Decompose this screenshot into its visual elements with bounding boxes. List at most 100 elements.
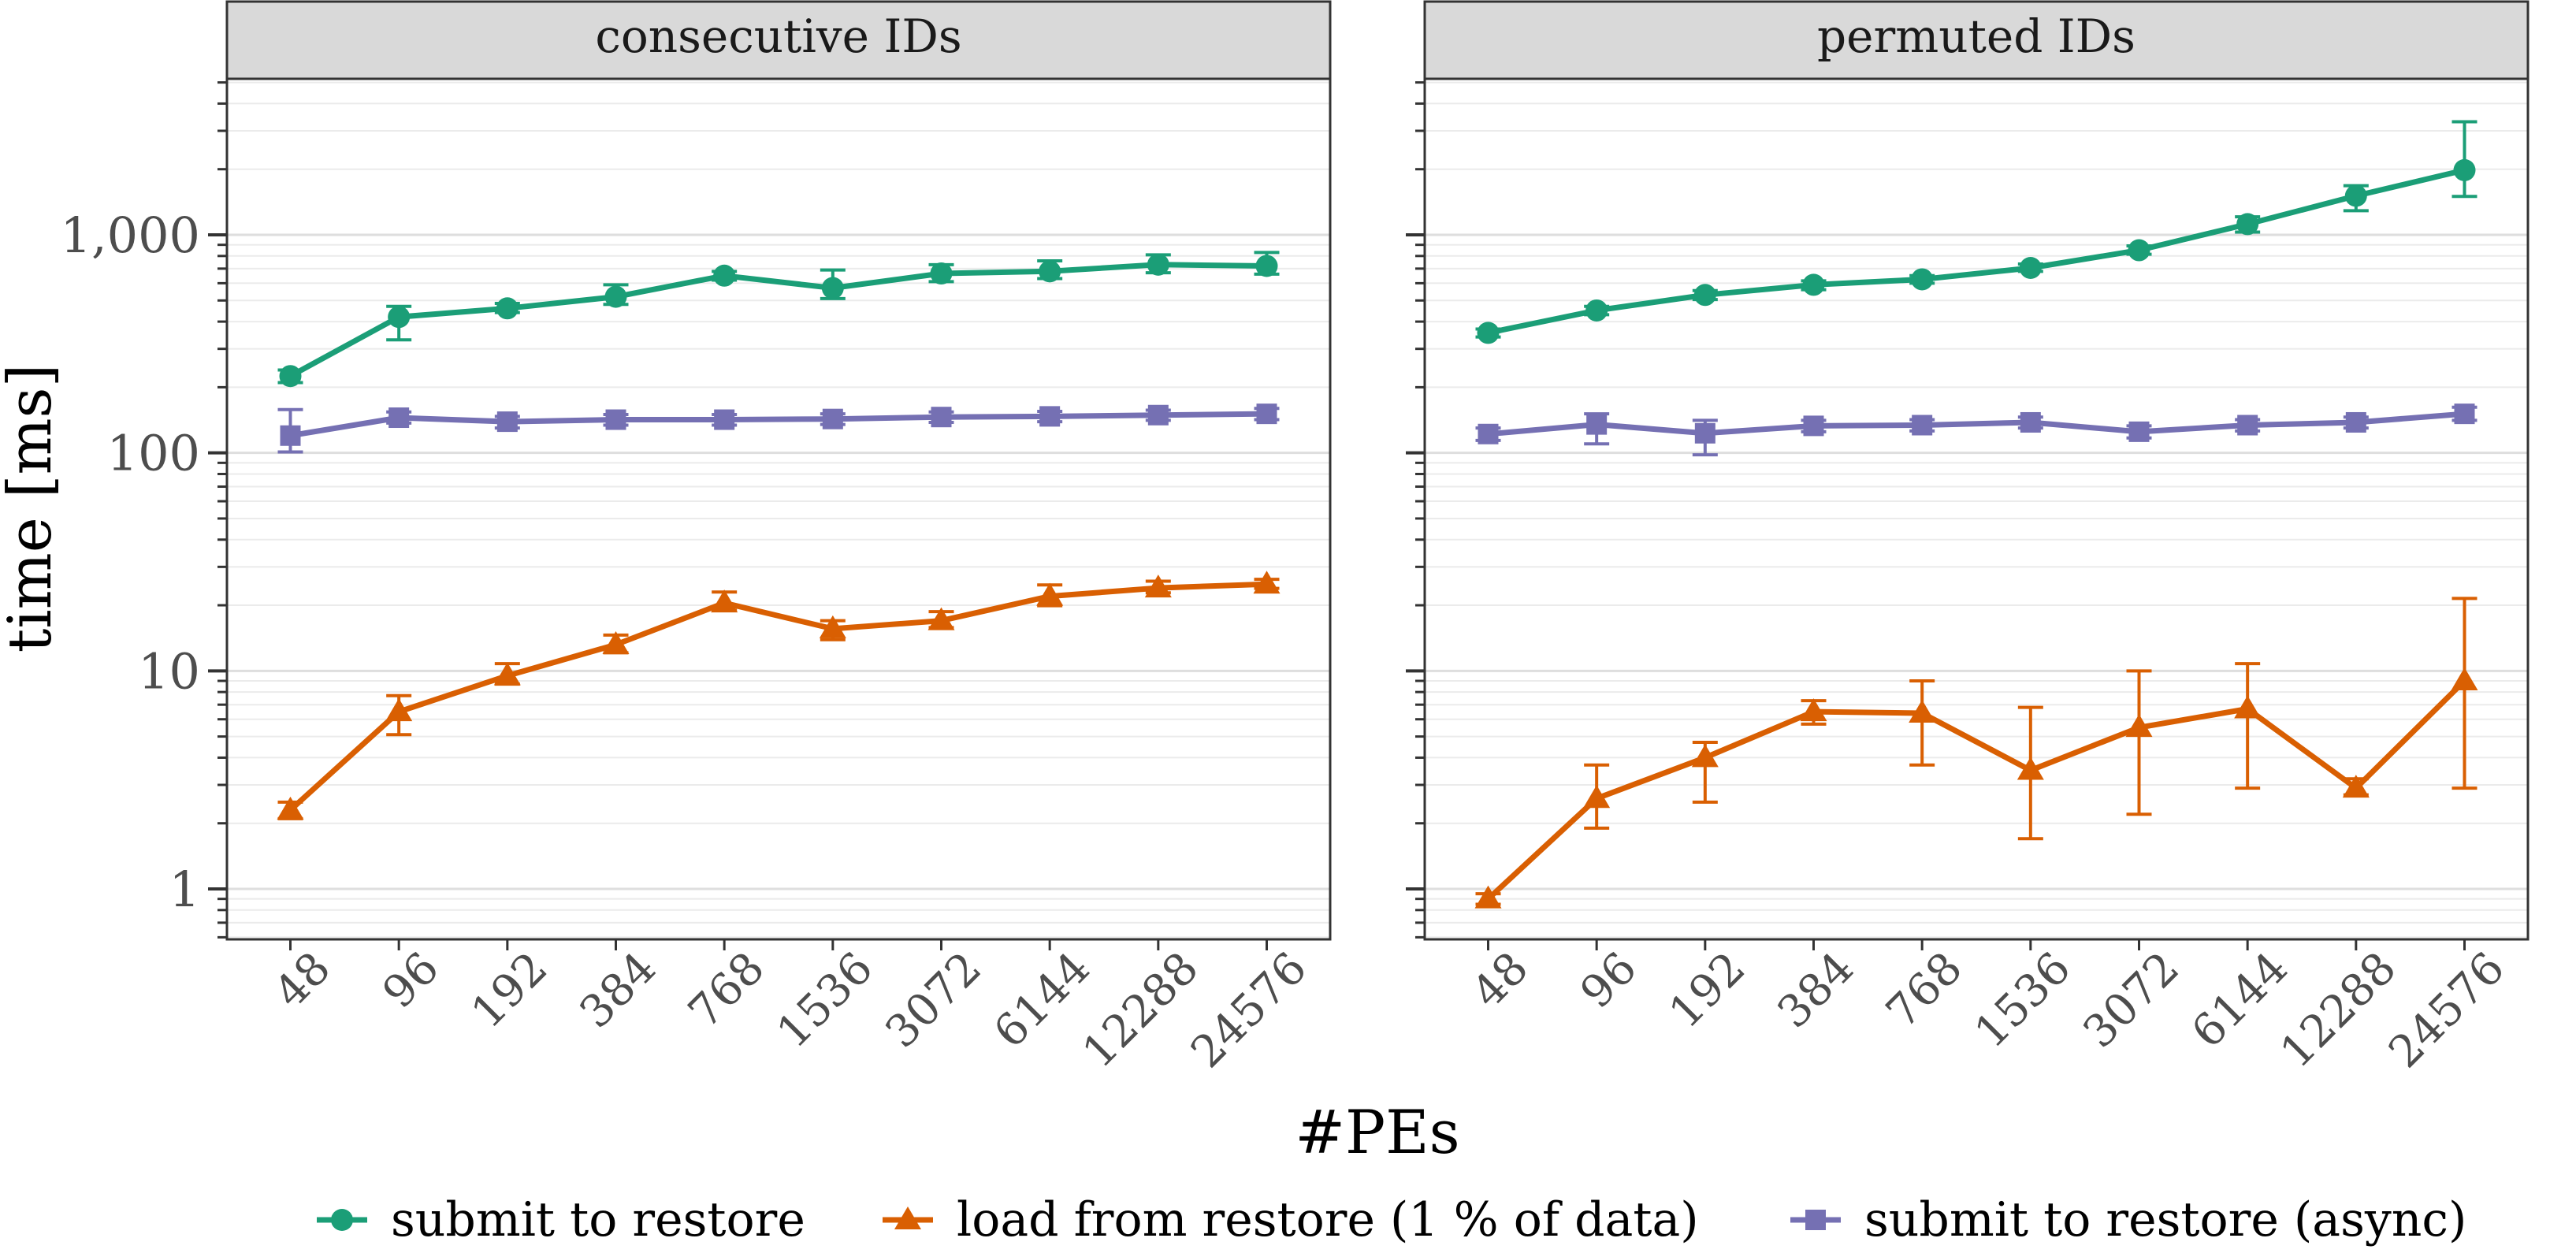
data-point <box>2234 695 2262 719</box>
x-tick-label: 1536 <box>1965 943 2081 1058</box>
series-triangle <box>277 571 1281 820</box>
legend-key-marker <box>331 1209 353 1231</box>
data-point <box>1474 885 1502 909</box>
data-point <box>2017 757 2044 780</box>
series-square <box>1475 403 2477 457</box>
data-point <box>1909 699 1936 723</box>
legend-key-marker <box>1805 1210 1826 1230</box>
x-tick-label: 12288 <box>2271 943 2407 1078</box>
facet-strip <box>1423 0 2530 80</box>
y-tick-label: 100 <box>107 425 200 482</box>
y-tick-label: 1,000 <box>61 206 201 264</box>
x-tick-label: 48 <box>265 943 340 1018</box>
data-point <box>2453 158 2476 181</box>
data-point <box>385 698 413 722</box>
facet-title: permuted IDs <box>1817 9 2136 63</box>
y-tick-label: 10 <box>138 642 200 700</box>
x-tick-label: 96 <box>373 943 448 1018</box>
data-point <box>277 796 304 820</box>
data-point <box>1583 785 1611 809</box>
data-point <box>279 365 302 388</box>
legend-item: load from restore (1 % of data) <box>883 1192 1699 1247</box>
data-point <box>1256 403 1277 425</box>
data-point <box>602 630 630 654</box>
data-point <box>1585 299 1608 322</box>
series-triangle <box>1474 597 2478 909</box>
data-point <box>2020 411 2041 433</box>
data-point <box>1691 744 1719 768</box>
series-circle <box>277 251 1280 388</box>
data-point <box>2236 213 2259 236</box>
data-point <box>822 408 843 429</box>
data-point <box>2019 257 2042 280</box>
data-point <box>1693 284 1716 307</box>
data-point <box>1255 255 1278 277</box>
data-point <box>496 297 519 320</box>
series-line <box>288 581 1267 812</box>
data-point <box>1039 260 1061 283</box>
x-tick-label: 24576 <box>1181 943 1317 1078</box>
data-point <box>2128 239 2150 262</box>
data-point <box>1253 571 1281 594</box>
data-point <box>1144 574 1172 598</box>
data-point <box>927 607 955 630</box>
x-tick-label: 1536 <box>768 943 883 1058</box>
x-tick-label: 192 <box>1660 943 1756 1039</box>
facet-title: consecutive IDs <box>595 9 961 63</box>
data-point <box>1039 406 1061 427</box>
legend-label: submit to restore (async) <box>1864 1192 2466 1247</box>
data-point <box>1803 415 1824 437</box>
series-line <box>1486 679 2466 902</box>
data-point <box>1802 273 1825 296</box>
legend-item: submit to restore <box>317 1192 805 1247</box>
x-tick-label: 3072 <box>875 943 991 1058</box>
data-point <box>1800 698 1827 722</box>
data-point <box>1478 423 1499 444</box>
x-tick-label: 192 <box>462 943 558 1039</box>
x-axis-title: #PEs <box>1295 1097 1459 1167</box>
data-point <box>819 615 846 638</box>
series-circle <box>1475 120 2477 344</box>
data-point <box>2345 411 2366 433</box>
data-point <box>2342 775 2370 798</box>
data-point <box>1694 422 1715 444</box>
x-tick-label: 768 <box>1876 943 1972 1039</box>
x-tick-label: 24576 <box>2379 943 2515 1078</box>
data-point <box>280 425 301 446</box>
x-tick-label: 12288 <box>1073 943 1209 1078</box>
data-point <box>2128 421 2150 442</box>
facet-strip <box>225 0 1332 80</box>
data-point <box>2451 667 2478 690</box>
data-point <box>930 262 953 285</box>
legend-key-marker <box>894 1207 921 1229</box>
data-point <box>1912 415 1933 436</box>
data-point <box>1911 268 1934 291</box>
data-point <box>1147 404 1169 426</box>
data-point <box>821 277 844 299</box>
x-tick-label: 48 <box>1463 943 1538 1018</box>
x-tick-label: 768 <box>678 943 775 1039</box>
x-tick-label: 96 <box>1571 943 1646 1018</box>
legend-item: submit to restore (async) <box>1790 1192 2466 1247</box>
data-point <box>2237 415 2258 436</box>
data-point <box>388 407 410 429</box>
legend-label: submit to restore <box>391 1192 805 1247</box>
data-point <box>2125 714 2153 738</box>
data-point <box>713 264 736 287</box>
data-point <box>714 409 735 430</box>
series-line <box>289 411 1267 439</box>
y-tick-label: 1 <box>169 861 200 918</box>
plot-area <box>1425 79 2528 939</box>
y-axis-title: time [ms] <box>0 364 65 653</box>
data-point <box>2344 184 2367 207</box>
series-line <box>1487 167 2466 336</box>
data-point <box>388 306 411 329</box>
plot-area <box>227 79 1330 939</box>
data-point <box>931 407 952 428</box>
data-point <box>1586 414 1608 435</box>
x-tick-label: 3072 <box>2073 943 2189 1058</box>
data-point <box>605 409 626 430</box>
data-point <box>1036 582 1064 606</box>
